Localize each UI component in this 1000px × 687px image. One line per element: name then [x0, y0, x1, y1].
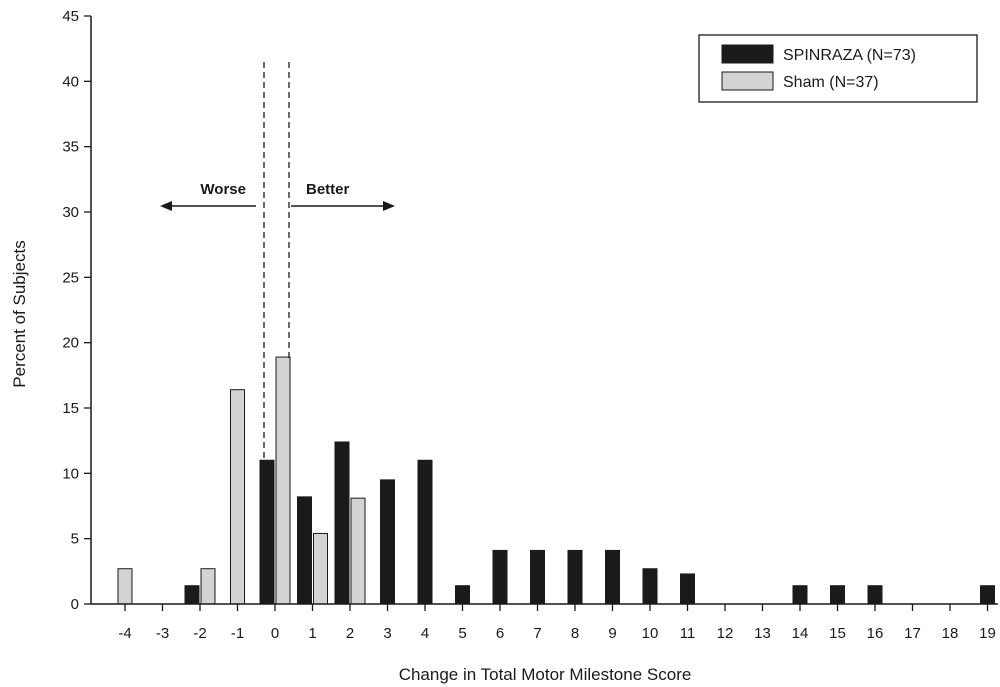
bars-layer: [117, 356, 995, 605]
x-tick-label: -3: [156, 625, 169, 642]
bar-spinraza-19: [980, 585, 995, 605]
better-arrow-head: [383, 201, 395, 211]
legend-label-sham: Sham (N=37): [783, 74, 879, 91]
y-tick-label: 20: [62, 335, 79, 352]
y-tick-label: 10: [62, 465, 79, 482]
x-tick-label: 0: [271, 625, 279, 642]
worse-arrow-head: [160, 201, 172, 211]
x-tick-label: -2: [193, 625, 206, 642]
x-tick-label: 14: [792, 625, 809, 642]
y-tick-label: 35: [62, 139, 79, 156]
bar-spinraza-1: [297, 496, 312, 605]
x-axis-title: Change in Total Motor Milestone Score: [399, 665, 692, 684]
x-tick-label: 12: [717, 625, 734, 642]
x-tick-label: -1: [231, 625, 244, 642]
legend-label-spinraza: SPINRAZA (N=73): [783, 47, 916, 64]
x-tick-label: 1: [308, 625, 316, 642]
bar-spinraza-4: [417, 459, 433, 605]
x-tick-label: 15: [829, 625, 846, 642]
legend-swatch-spinraza: [721, 44, 774, 64]
y-tick-label: 5: [71, 531, 79, 548]
bar-sham--1: [230, 389, 245, 605]
bar-spinraza-2: [334, 441, 350, 605]
legend: SPINRAZA (N=73) Sham (N=37): [698, 34, 978, 103]
axes-layer: [90, 16, 998, 605]
x-ticks: -4 -3 -2 -1 0 1 2 3 4 5 6 7 8 9 10 11 12 13 14 15 16 17 18 19: [118, 604, 996, 642]
x-tick-label: 3: [383, 625, 391, 642]
x-tick-label: -4: [118, 625, 131, 642]
y-tick-label: 45: [62, 8, 79, 25]
bar-spinraza-14: [792, 585, 808, 605]
x-tick-label: 13: [754, 625, 771, 642]
legend-swatch-sham: [721, 71, 774, 91]
bar-sham--2: [200, 568, 216, 605]
bar-spinraza--2: [184, 585, 200, 605]
worse-label: Worse: [200, 181, 246, 198]
x-tick-label: 11: [680, 625, 696, 642]
x-tick-label: 2: [346, 625, 354, 642]
y-ticks: 0 5 10 15 20 25 30 35 40 45: [62, 8, 91, 613]
y-tick-label: 15: [62, 400, 79, 417]
y-tick-label: 40: [62, 73, 79, 90]
y-tick-label: 30: [62, 204, 79, 221]
x-tick-label: 9: [608, 625, 616, 642]
bar-spinraza-11: [680, 573, 695, 605]
x-tick-label: 10: [642, 625, 659, 642]
bar-spinraza-9: [605, 549, 620, 605]
bar-spinraza-3: [380, 479, 395, 605]
bar-sham--4: [117, 568, 133, 605]
x-tick-label: 8: [571, 625, 579, 642]
x-tick-label: 16: [867, 625, 884, 642]
y-tick-label: 0: [71, 596, 79, 613]
better-label: Better: [306, 181, 350, 198]
x-tick-label: 7: [533, 625, 541, 642]
bar-sham-0: [275, 356, 291, 605]
bar-spinraza-6: [492, 549, 508, 605]
x-tick-label: 17: [904, 625, 921, 642]
x-tick-label: 4: [421, 625, 429, 642]
x-tick-label: 18: [942, 625, 959, 642]
bar-spinraza-7: [530, 549, 545, 605]
annotation-layer: Worse Better: [160, 62, 395, 460]
bar-spinraza-15: [830, 585, 845, 605]
x-tick-label: 6: [496, 625, 504, 642]
bar-spinraza-5: [455, 585, 470, 605]
bar-spinraza-16: [867, 585, 883, 605]
bar-sham-1: [313, 532, 328, 605]
y-axis-title: Percent of Subjects: [10, 240, 29, 387]
x-tick-label: 19: [979, 625, 996, 642]
bar-sham-2: [350, 497, 366, 605]
bar-spinraza-0: [259, 459, 275, 605]
x-tick-label: 5: [458, 625, 466, 642]
bar-spinraza-10: [642, 568, 658, 605]
y-tick-label: 25: [62, 269, 79, 286]
bar-spinraza-8: [567, 549, 583, 605]
